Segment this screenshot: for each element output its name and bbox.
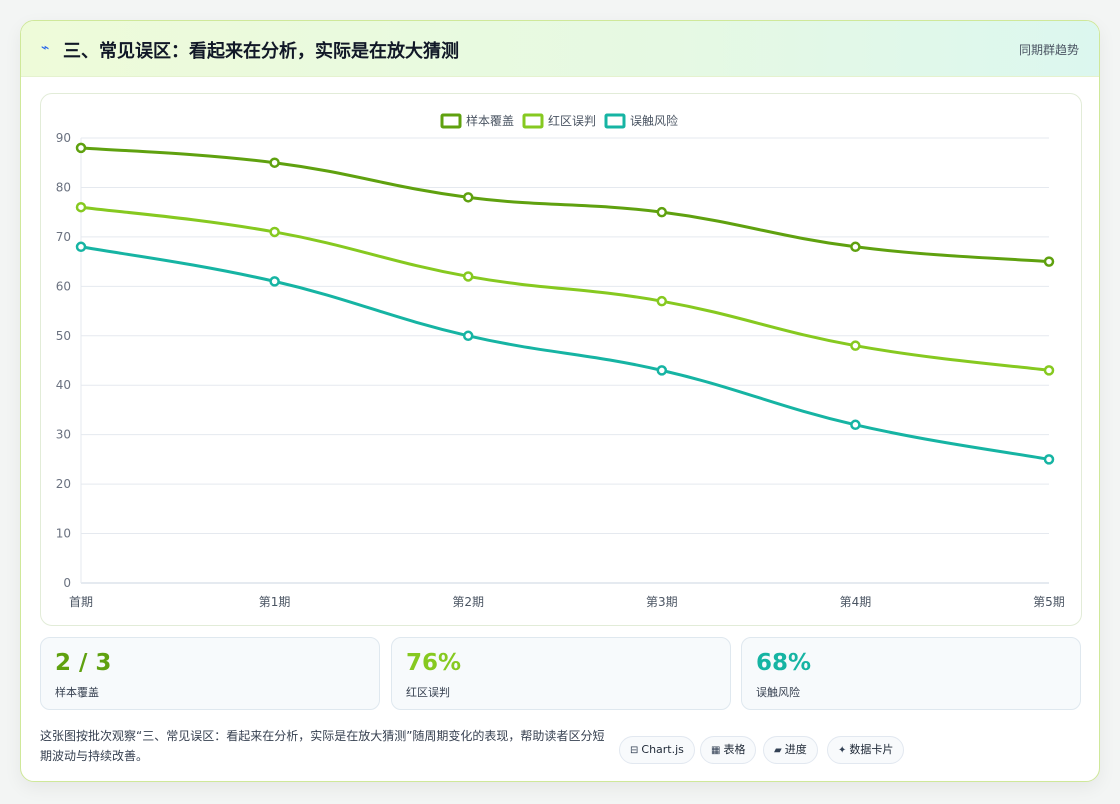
tag-progress[interactable]: ▰ 进度: [763, 736, 818, 764]
data-point: [656, 365, 668, 376]
y-tick-label: 40: [56, 378, 71, 392]
y-tick-label: 30: [56, 428, 71, 442]
y-tick-label: 0: [63, 576, 71, 590]
x-tick-label: 首期: [69, 595, 93, 609]
y-tick-label: 60: [56, 279, 71, 293]
x-tick-label: 第4期: [840, 595, 872, 609]
data-point: [1043, 256, 1055, 267]
tag-label: 表格: [723, 743, 746, 756]
x-tick-label: 第5期: [1033, 595, 1065, 609]
stat-label: 样本覆盖: [55, 686, 99, 699]
stat-value: 2 / 3: [55, 650, 112, 676]
chart-description: 这张图按批次观察“三、常见误区：看起来在分析，实际是在放大猜测”随周期变化的表现…: [40, 729, 605, 763]
series-line: [80, 205, 1050, 372]
data-point: [75, 241, 87, 253]
tag-table[interactable]: ▦ 表格: [700, 736, 757, 764]
data-point: [850, 340, 861, 351]
tag-label: 进度: [784, 743, 807, 756]
y-tick-label: 90: [56, 131, 71, 145]
sparkle-icon: ✦: [838, 745, 847, 756]
series-line: [80, 245, 1050, 461]
x-tick-label: 第2期: [452, 595, 484, 609]
lightning-icon: ⌁: [41, 40, 50, 56]
chart-panel: 0 10 20 30 40 50 60 70 80 90 首期 第1期 第2期 第3期 第4期 第5期 样本覆盖…: [40, 93, 1082, 626]
data-point: [75, 201, 87, 213]
header-note: 同期群趋势: [1018, 43, 1079, 57]
tag-label: 数据卡片: [849, 743, 894, 756]
legend-label: 红区误判: [548, 113, 596, 128]
chart-card: ⌁ 三、常见误区：看起来在分析，实际是在放大猜测 同期群趋势 0 10 20 30 40…: [20, 20, 1100, 782]
stat-label: 误触风险: [756, 686, 800, 699]
x-tick-label: 第3期: [646, 595, 678, 609]
card-title: 三、常见误区：看起来在分析，实际是在放大猜测: [63, 41, 459, 62]
series-line: [80, 146, 1050, 264]
data-point: [850, 241, 861, 253]
x-tick-label: 第1期: [259, 595, 291, 609]
data-point: [269, 226, 280, 238]
tag-chartjs[interactable]: ⊟ Chart.js: [619, 736, 695, 764]
y-tick-label: 80: [56, 180, 71, 194]
table-icon: ▦: [711, 745, 721, 756]
y-tick-label: 20: [56, 477, 71, 491]
data-point: [1043, 365, 1055, 376]
data-point: [462, 192, 474, 203]
legend-label: 样本覆盖: [466, 113, 514, 128]
stat-label: 红区误判: [406, 686, 450, 699]
stat-card: 76% 红区误判: [391, 637, 731, 710]
tag-label: Chart.js: [641, 743, 684, 756]
y-tick-label: 10: [56, 527, 71, 541]
data-point: [656, 295, 668, 307]
data-point: [462, 271, 474, 282]
y-tick-label: 50: [56, 329, 71, 343]
data-point: [1043, 454, 1055, 465]
legend-swatch: [440, 113, 462, 129]
data-point: [75, 142, 87, 154]
data-point: [269, 276, 280, 287]
stat-value: 68%: [756, 650, 812, 676]
stat-card: 2 / 3 样本覆盖: [40, 637, 380, 710]
data-point: [656, 206, 668, 218]
progress-icon: ▰: [774, 745, 782, 756]
legend-swatch: [522, 113, 544, 129]
stat-value: 76%: [406, 650, 462, 676]
data-point: [462, 330, 474, 342]
y-tick-label: 70: [56, 230, 71, 244]
data-point: [269, 157, 280, 168]
line-chart: 0 10 20 30 40 50 60 70 80 90 首期 第1期 第2期 第3期 第4期 第5期 样本覆盖…: [56, 113, 1065, 609]
stat-cards: 2 / 3 样本覆盖 76% 红区误判 68% 误触风险: [40, 637, 1082, 710]
data-point: [850, 419, 861, 431]
tag-data-card[interactable]: ✦ 数据卡片: [827, 736, 905, 764]
legend-swatch: [604, 113, 626, 129]
stat-card: 68% 误触风险: [741, 637, 1081, 710]
legend-label: 误触风险: [630, 113, 678, 128]
card-header: ⌁ 三、常见误区：看起来在分析，实际是在放大猜测 同期群趋势: [21, 21, 1099, 77]
chart-icon: ⊟: [630, 745, 639, 756]
